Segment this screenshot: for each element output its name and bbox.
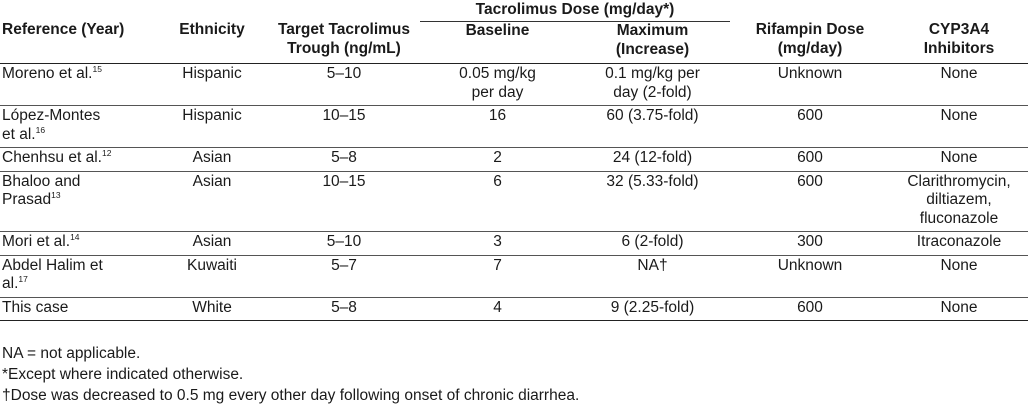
cell-ethnicity: Hispanic [156, 105, 268, 148]
note-na: NA = not applicable. [2, 345, 141, 362]
cell-cyp: None [890, 63, 1028, 106]
cell-cyp: None [890, 255, 1028, 298]
cell-maximum: 60 (3.75-fold) [575, 105, 730, 148]
header-baseline: Baseline [420, 21, 575, 64]
cell-reference: Bhaloo and Prasad13 [0, 171, 156, 232]
cell-rifampin: Unknown [730, 255, 890, 298]
cell-maximum: NA† [575, 255, 730, 298]
cell-ethnicity: White [156, 297, 268, 321]
reference-text: Chenhsu et al. [2, 149, 102, 166]
header-cyp3a4: CYP3A4 Inhibitors [890, 0, 1028, 64]
cell-ethnicity: Asian [156, 171, 268, 232]
cell-baseline: 4 [420, 297, 575, 321]
cell-maximum: 32 (5.33-fold) [575, 171, 730, 232]
header-rifampin: Rifampin Dose (mg/day) [730, 0, 890, 64]
cell-reference: This case [0, 297, 156, 321]
header-reference: Reference (Year) [0, 0, 156, 64]
cell-maximum: 0.1 mg/kg per day (2-fold) [575, 63, 730, 106]
header-maximum: Maximum (Increase) [575, 21, 730, 64]
cell-reference: Chenhsu et al.12 [0, 147, 156, 172]
cell-target: 5–8 [268, 147, 420, 172]
cell-baseline: 16 [420, 105, 575, 148]
table-row: Bhaloo and Prasad13 Asian 10–15 6 32 (5.33-f… [0, 171, 1028, 232]
cell-rifampin: Unknown [730, 63, 890, 106]
table-row: Abdel Halim et al.17 Kuwaiti 5–7 7 NA† Unknow… [0, 255, 1028, 298]
header-row-bottom: Baseline Maximum (Increase) [0, 21, 1028, 64]
header-target-trough: Target Tacrolimus Trough (ng/mL) [268, 0, 420, 64]
cell-cyp: Itraconazole [890, 231, 1028, 256]
note-dose: †Dose was decreased to 0.5 mg every othe… [2, 387, 580, 404]
cell-cyp: None [890, 105, 1028, 148]
reference-text: Bhaloo and Prasad [2, 172, 81, 209]
reference-text: Moreno et al. [2, 65, 93, 82]
cell-target: 10–15 [268, 171, 420, 232]
cell-ethnicity: Hispanic [156, 63, 268, 106]
header-ethnicity: Ethnicity [156, 0, 268, 64]
cell-target: 5–8 [268, 297, 420, 321]
cell-reference: López-Montes et al.16 [0, 105, 156, 148]
cell-baseline: 7 [420, 255, 575, 298]
cell-rifampin: 600 [730, 171, 890, 232]
header-dose-group: Tacrolimus Dose (mg/day*) [420, 0, 730, 22]
cell-cyp: Clarithromycin, diltiazem, fluconazole [890, 171, 1028, 232]
reference-citation: 15 [92, 64, 102, 74]
cell-reference: Moreno et al.15 [0, 63, 156, 106]
reference-text: López-Montes et al. [2, 107, 101, 143]
reference-text: Mori et al. [2, 233, 71, 250]
cell-rifampin: 600 [730, 147, 890, 172]
cell-maximum: 24 (12-fold) [575, 147, 730, 172]
reference-citation: 13 [51, 190, 61, 200]
note-except: *Except where indicated otherwise. [2, 366, 244, 383]
cell-cyp: None [890, 147, 1028, 172]
cell-maximum: 9 (2.25-fold) [575, 297, 730, 321]
cell-baseline: 6 [420, 171, 575, 232]
table-row: Mori et al.14 Asian 5–10 3 6 (2-fold) 300 Itra… [0, 231, 1028, 256]
cell-cyp: None [890, 297, 1028, 321]
reference-citation: 16 [35, 124, 46, 135]
cell-baseline: 3 [420, 231, 575, 256]
cell-reference: Mori et al.14 [0, 231, 156, 256]
cell-baseline: 0.05 mg/kg per day [420, 63, 575, 106]
table-notes: NA = not applicable. *Except where indic… [2, 343, 579, 406]
cell-ethnicity: Asian [156, 147, 268, 172]
cell-rifampin: 600 [730, 105, 890, 148]
header-row-top: Reference (Year) Ethnicity Target Tacrol… [0, 0, 1028, 64]
cell-rifampin: 300 [730, 231, 890, 256]
tacrolimus-table: Reference (Year) Ethnicity Target Tacrol… [0, 0, 1028, 321]
cell-ethnicity: Kuwaiti [156, 255, 268, 298]
reference-text: This case [2, 298, 69, 316]
reference-citation: 12 [101, 148, 112, 158]
table-row: Chenhsu et al.12 Asian 5–8 2 24 (12-fold) 600… [0, 147, 1028, 172]
cell-target: 5–10 [268, 63, 420, 106]
reference-citation: 17 [18, 274, 28, 284]
cell-reference: Abdel Halim et al.17 [0, 255, 156, 298]
cell-rifampin: 600 [730, 297, 890, 321]
reference-text: Abdel Halim et al. [2, 256, 103, 293]
reference-citation: 14 [70, 232, 80, 242]
table-body: Moreno et al.15 Hispanic 5–10 0.05 mg/kg pe… [0, 63, 1028, 321]
cell-ethnicity: Asian [156, 231, 268, 256]
cell-target: 10–15 [268, 105, 420, 148]
cell-target: 5–10 [268, 231, 420, 256]
cell-baseline: 2 [420, 147, 575, 172]
table-row: This case White 5–8 4 9 (2.25-fold) 600 None [0, 297, 1028, 321]
table-row: López-Montes et al.16 Hispanic 10–15 16 60 (… [0, 105, 1028, 148]
cell-target: 5–7 [268, 255, 420, 298]
table-row: Moreno et al.15 Hispanic 5–10 0.05 mg/kg pe… [0, 63, 1028, 106]
cell-maximum: 6 (2-fold) [575, 231, 730, 256]
